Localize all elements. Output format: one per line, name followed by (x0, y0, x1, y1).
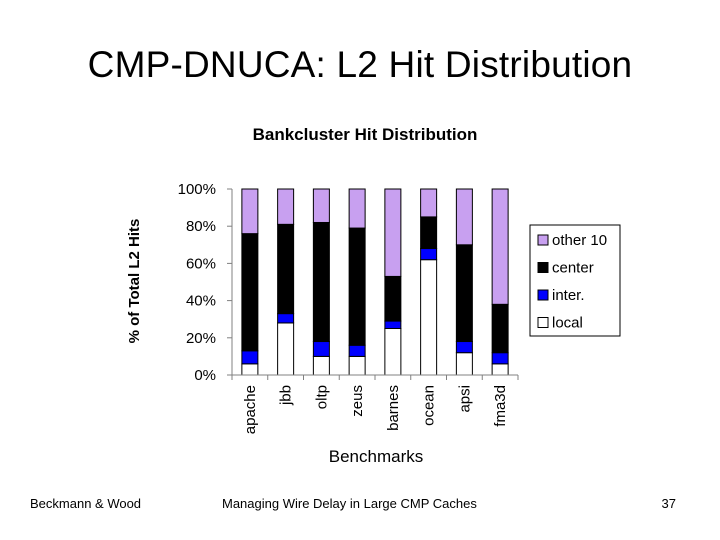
legend-swatch (537, 234, 549, 246)
bar-segment-center-zeus (348, 227, 366, 346)
bar-segment-center-apache (241, 233, 259, 352)
bar-segment-local-barnes (384, 328, 402, 376)
bar-segment-center-jbb (277, 223, 295, 315)
x-tick-label: apache (242, 385, 259, 434)
plot-area: 0% 20% 40% 60% 80% 100% apache jbb oltp zeus barne… (178, 181, 519, 434)
y-tick-label: 100% (178, 181, 216, 198)
legend-label: local (552, 315, 583, 332)
y-tick-label: 0% (194, 367, 216, 384)
bar-segment-inter-barnes (384, 320, 402, 329)
x-tick-label: jbb (278, 385, 295, 406)
chart-title: Bankcluster Hit Distribution (253, 125, 478, 144)
bar-segment-local-oltp (312, 355, 330, 376)
bar-segment-other-10-barnes (384, 188, 402, 277)
bar-segment-other-10-apsi (455, 188, 473, 246)
page-number: 37 (661, 496, 676, 511)
legend-label: other 10 (552, 232, 607, 249)
bar-segment-center-fma3d (491, 303, 509, 354)
x-tick-label: barnes (385, 385, 402, 431)
bar-segment-center-ocean (420, 216, 438, 250)
y-tick-label: 60% (186, 255, 216, 272)
legend-swatch (537, 317, 549, 328)
legend-swatch (537, 262, 549, 273)
x-tick-label: oltp (313, 385, 330, 409)
bar-segment-other-10-ocean (420, 188, 438, 218)
bar-segment-other-10-apache (241, 188, 259, 235)
bar-segment-local-zeus (348, 355, 366, 376)
x-tick-label: fma3d (492, 385, 509, 427)
bar-segment-center-oltp (312, 221, 330, 343)
slide-title: CMP-DNUCA: L2 Hit Distribution (87, 44, 633, 85)
footer-author: Beckmann & Wood (30, 496, 142, 511)
bar-segment-inter-jbb (277, 313, 295, 324)
bar-segment-inter-ocean (420, 248, 438, 261)
bar-segment-local-jbb (277, 322, 295, 376)
x-tick-label: apsi (456, 385, 473, 413)
bar-segment-center-barnes (384, 275, 402, 322)
bar-segment-other-10-oltp (312, 188, 330, 223)
bar-segment-inter-apsi (455, 341, 473, 354)
y-tick-label: 80% (186, 218, 216, 235)
x-tick-label: zeus (349, 385, 366, 417)
bar-segment-local-ocean (420, 259, 438, 376)
legend-label: inter. (552, 287, 585, 304)
y-axis-label: % of Total L2 Hits (126, 219, 143, 344)
bar-segment-local-fma3d (491, 363, 509, 376)
legend-label: center (552, 260, 594, 277)
bar-segment-inter-fma3d (491, 352, 509, 365)
bar-segment-local-apsi (455, 352, 473, 376)
bar-segment-inter-apache (241, 350, 259, 365)
bar-segment-local-apache (241, 363, 259, 376)
bar-segment-other-10-zeus (348, 188, 366, 229)
legend-swatch (537, 289, 549, 301)
y-tick-label: 20% (186, 330, 216, 347)
bar-segment-center-apsi (455, 244, 473, 343)
bar-segment-inter-oltp (312, 341, 330, 357)
bar-segment-inter-zeus (348, 344, 366, 357)
bar-segment-other-10-jbb (277, 188, 295, 225)
bar-segment-other-10-fma3d (491, 188, 509, 305)
x-axis-label: Benchmarks (329, 447, 423, 466)
y-tick-label: 40% (186, 293, 216, 310)
footer-talk-title: Managing Wire Delay in Large CMP Caches (222, 496, 477, 511)
x-tick-label: ocean (421, 385, 438, 426)
legend: other 10 center inter. local (529, 224, 621, 337)
